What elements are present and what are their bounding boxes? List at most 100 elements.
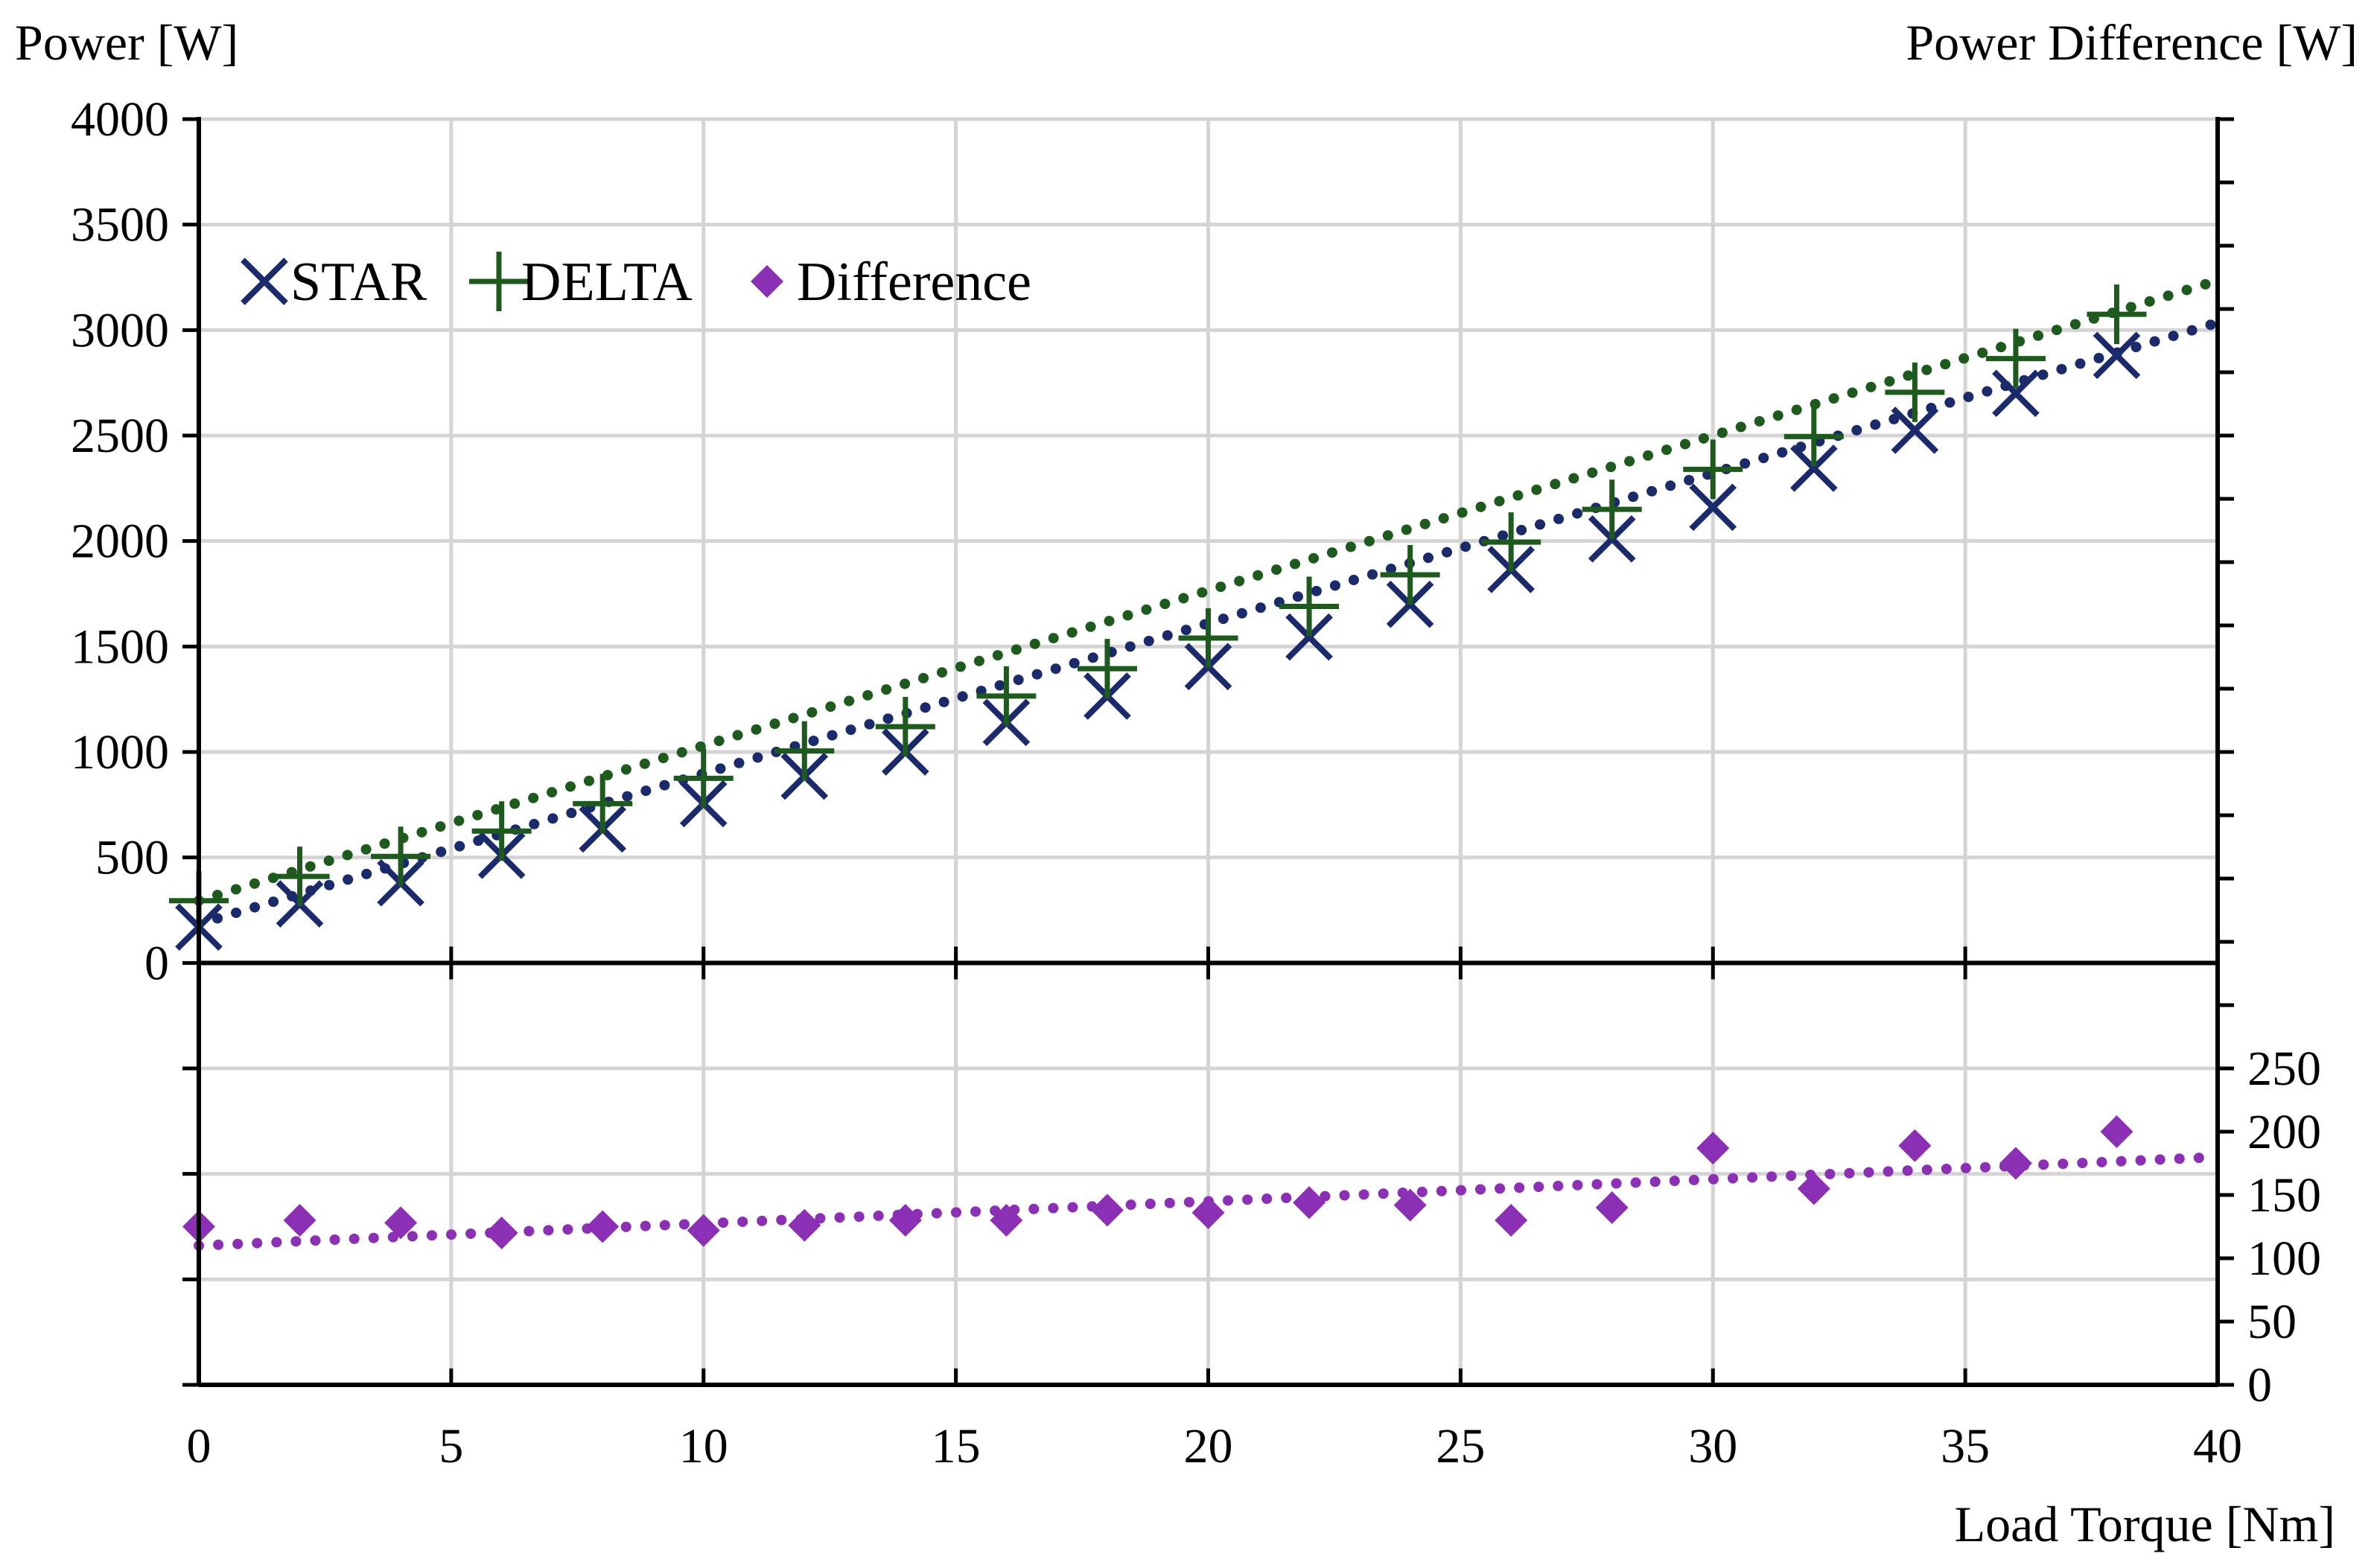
difference-marker-shape <box>1999 1147 2032 1180</box>
difference-point <box>1090 1193 1124 1227</box>
difference-point <box>1696 1132 1730 1165</box>
delta-point <box>2087 284 2147 345</box>
difference-point <box>990 1204 1023 1237</box>
legend-marker-difference <box>751 265 783 298</box>
star-marker-stroke <box>1992 369 2040 418</box>
difference-point <box>283 1204 316 1237</box>
delta-point <box>371 826 431 887</box>
legend-label-delta: DELTA <box>521 252 693 313</box>
star-point <box>1689 483 1737 532</box>
star-marker-stroke <box>241 258 288 305</box>
difference-point <box>788 1208 821 1242</box>
difference-point <box>1293 1186 1326 1220</box>
data-marks <box>169 284 2147 1249</box>
right-tick-label: 100 <box>2247 1231 2321 1286</box>
difference-point <box>888 1204 922 1237</box>
legend-marker-delta <box>469 252 529 311</box>
difference-marker-shape <box>2100 1115 2133 1148</box>
x-tick-label: 35 <box>1941 1419 1990 1473</box>
legend-marker-star <box>241 258 288 305</box>
right-tick-label: 0 <box>2247 1358 2272 1412</box>
left-tick-label: 2000 <box>71 514 169 569</box>
difference-marker-shape <box>485 1217 518 1249</box>
delta-point <box>270 847 330 907</box>
difference-marker-shape <box>888 1204 922 1237</box>
left-tick-label: 0 <box>144 936 169 990</box>
left-tick-label: 500 <box>95 831 169 885</box>
difference-point <box>1495 1204 1528 1237</box>
x-tick-label: 30 <box>1688 1419 1737 1473</box>
x-tick-label: 5 <box>439 1419 463 1473</box>
delta-point <box>1178 608 1238 668</box>
left-tick-label: 1500 <box>71 619 169 674</box>
delta-point <box>1380 545 1440 605</box>
left-axis-title: Power [W] <box>15 14 238 71</box>
left-tick-label: 4000 <box>71 92 169 147</box>
difference-point <box>1898 1129 1932 1162</box>
difference-point <box>1999 1147 2032 1180</box>
legend-label-star: STAR <box>290 252 427 313</box>
delta-point <box>471 801 532 861</box>
delta-point <box>1683 439 1743 500</box>
delta-point <box>1279 576 1340 637</box>
star-point <box>1992 369 2040 418</box>
right-tick-label: 200 <box>2247 1105 2321 1159</box>
difference-marker-shape <box>384 1206 418 1240</box>
x-axis-title: Load Torque [Nm] <box>1955 1496 2335 1552</box>
delta-point <box>573 774 633 834</box>
x-tick-label: 40 <box>2193 1419 2242 1473</box>
difference-point <box>687 1214 720 1247</box>
difference-marker-shape <box>1090 1193 1124 1227</box>
difference-point <box>485 1217 518 1249</box>
grid-lines <box>199 117 2218 1387</box>
star-marker-stroke <box>2093 331 2141 380</box>
right-tick-label: 150 <box>2247 1168 2321 1223</box>
x-tick-label: 15 <box>932 1419 981 1473</box>
legend-item-delta: DELTA <box>469 252 693 313</box>
star-marker-stroke <box>1689 483 1737 532</box>
delta-point <box>1582 479 1642 540</box>
difference-point <box>1797 1172 1830 1205</box>
difference-marker-shape <box>687 1214 720 1247</box>
right-tick-label: 250 <box>2247 1042 2321 1096</box>
difference-marker-shape <box>1495 1204 1528 1237</box>
difference-point <box>586 1210 620 1243</box>
x-tick-label: 20 <box>1184 1419 1233 1473</box>
star-marker-stroke <box>1285 613 1333 661</box>
difference-point <box>384 1206 418 1240</box>
difference-marker-shape <box>283 1204 316 1237</box>
difference-point <box>1191 1196 1225 1229</box>
star-marker-stroke <box>1891 407 1939 454</box>
difference-marker-shape <box>1797 1172 1830 1205</box>
x-tick-label: 0 <box>187 1419 211 1473</box>
difference-marker-shape <box>1595 1191 1629 1224</box>
axes <box>182 117 2234 1387</box>
right-tick-label: 50 <box>2247 1295 2297 1349</box>
star-point <box>1789 444 1838 492</box>
difference-marker-shape <box>1696 1132 1730 1165</box>
delta-point <box>673 748 734 809</box>
left-tick-label: 2500 <box>71 409 169 463</box>
difference-point <box>2100 1115 2133 1148</box>
difference-marker-shape <box>788 1208 821 1242</box>
delta-trendline <box>194 275 2223 906</box>
star-marker-stroke <box>1789 444 1838 492</box>
difference-marker-shape <box>1191 1196 1225 1229</box>
difference-point <box>1595 1191 1629 1224</box>
star-point <box>2093 331 2141 380</box>
difference-point <box>1393 1188 1427 1222</box>
legend-item-star: STAR <box>241 252 427 313</box>
delta-point <box>1783 407 1844 467</box>
delta-point <box>875 697 935 756</box>
legend-item-difference: Difference <box>751 252 1031 313</box>
x-tick-label: 10 <box>679 1419 728 1473</box>
difference-marker-shape <box>990 1204 1023 1237</box>
difference-marker-shape <box>586 1210 620 1243</box>
delta-point <box>976 666 1037 726</box>
delta-point <box>1481 512 1541 573</box>
right-axis-title: Power Difference [W] <box>1906 14 2358 71</box>
delta-point <box>1885 362 1945 422</box>
left-tick-label: 3500 <box>71 198 169 252</box>
star-point <box>1891 407 1939 454</box>
